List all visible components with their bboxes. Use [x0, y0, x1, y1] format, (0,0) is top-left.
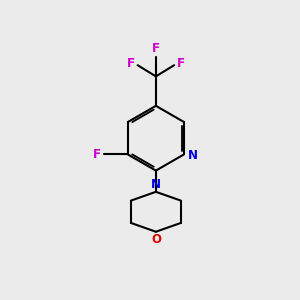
- Text: F: F: [152, 42, 160, 55]
- Text: F: F: [176, 57, 184, 70]
- Text: N: N: [188, 149, 197, 162]
- Text: F: F: [93, 148, 101, 161]
- Text: O: O: [151, 233, 161, 246]
- Text: F: F: [127, 57, 135, 70]
- Text: N: N: [151, 178, 161, 191]
